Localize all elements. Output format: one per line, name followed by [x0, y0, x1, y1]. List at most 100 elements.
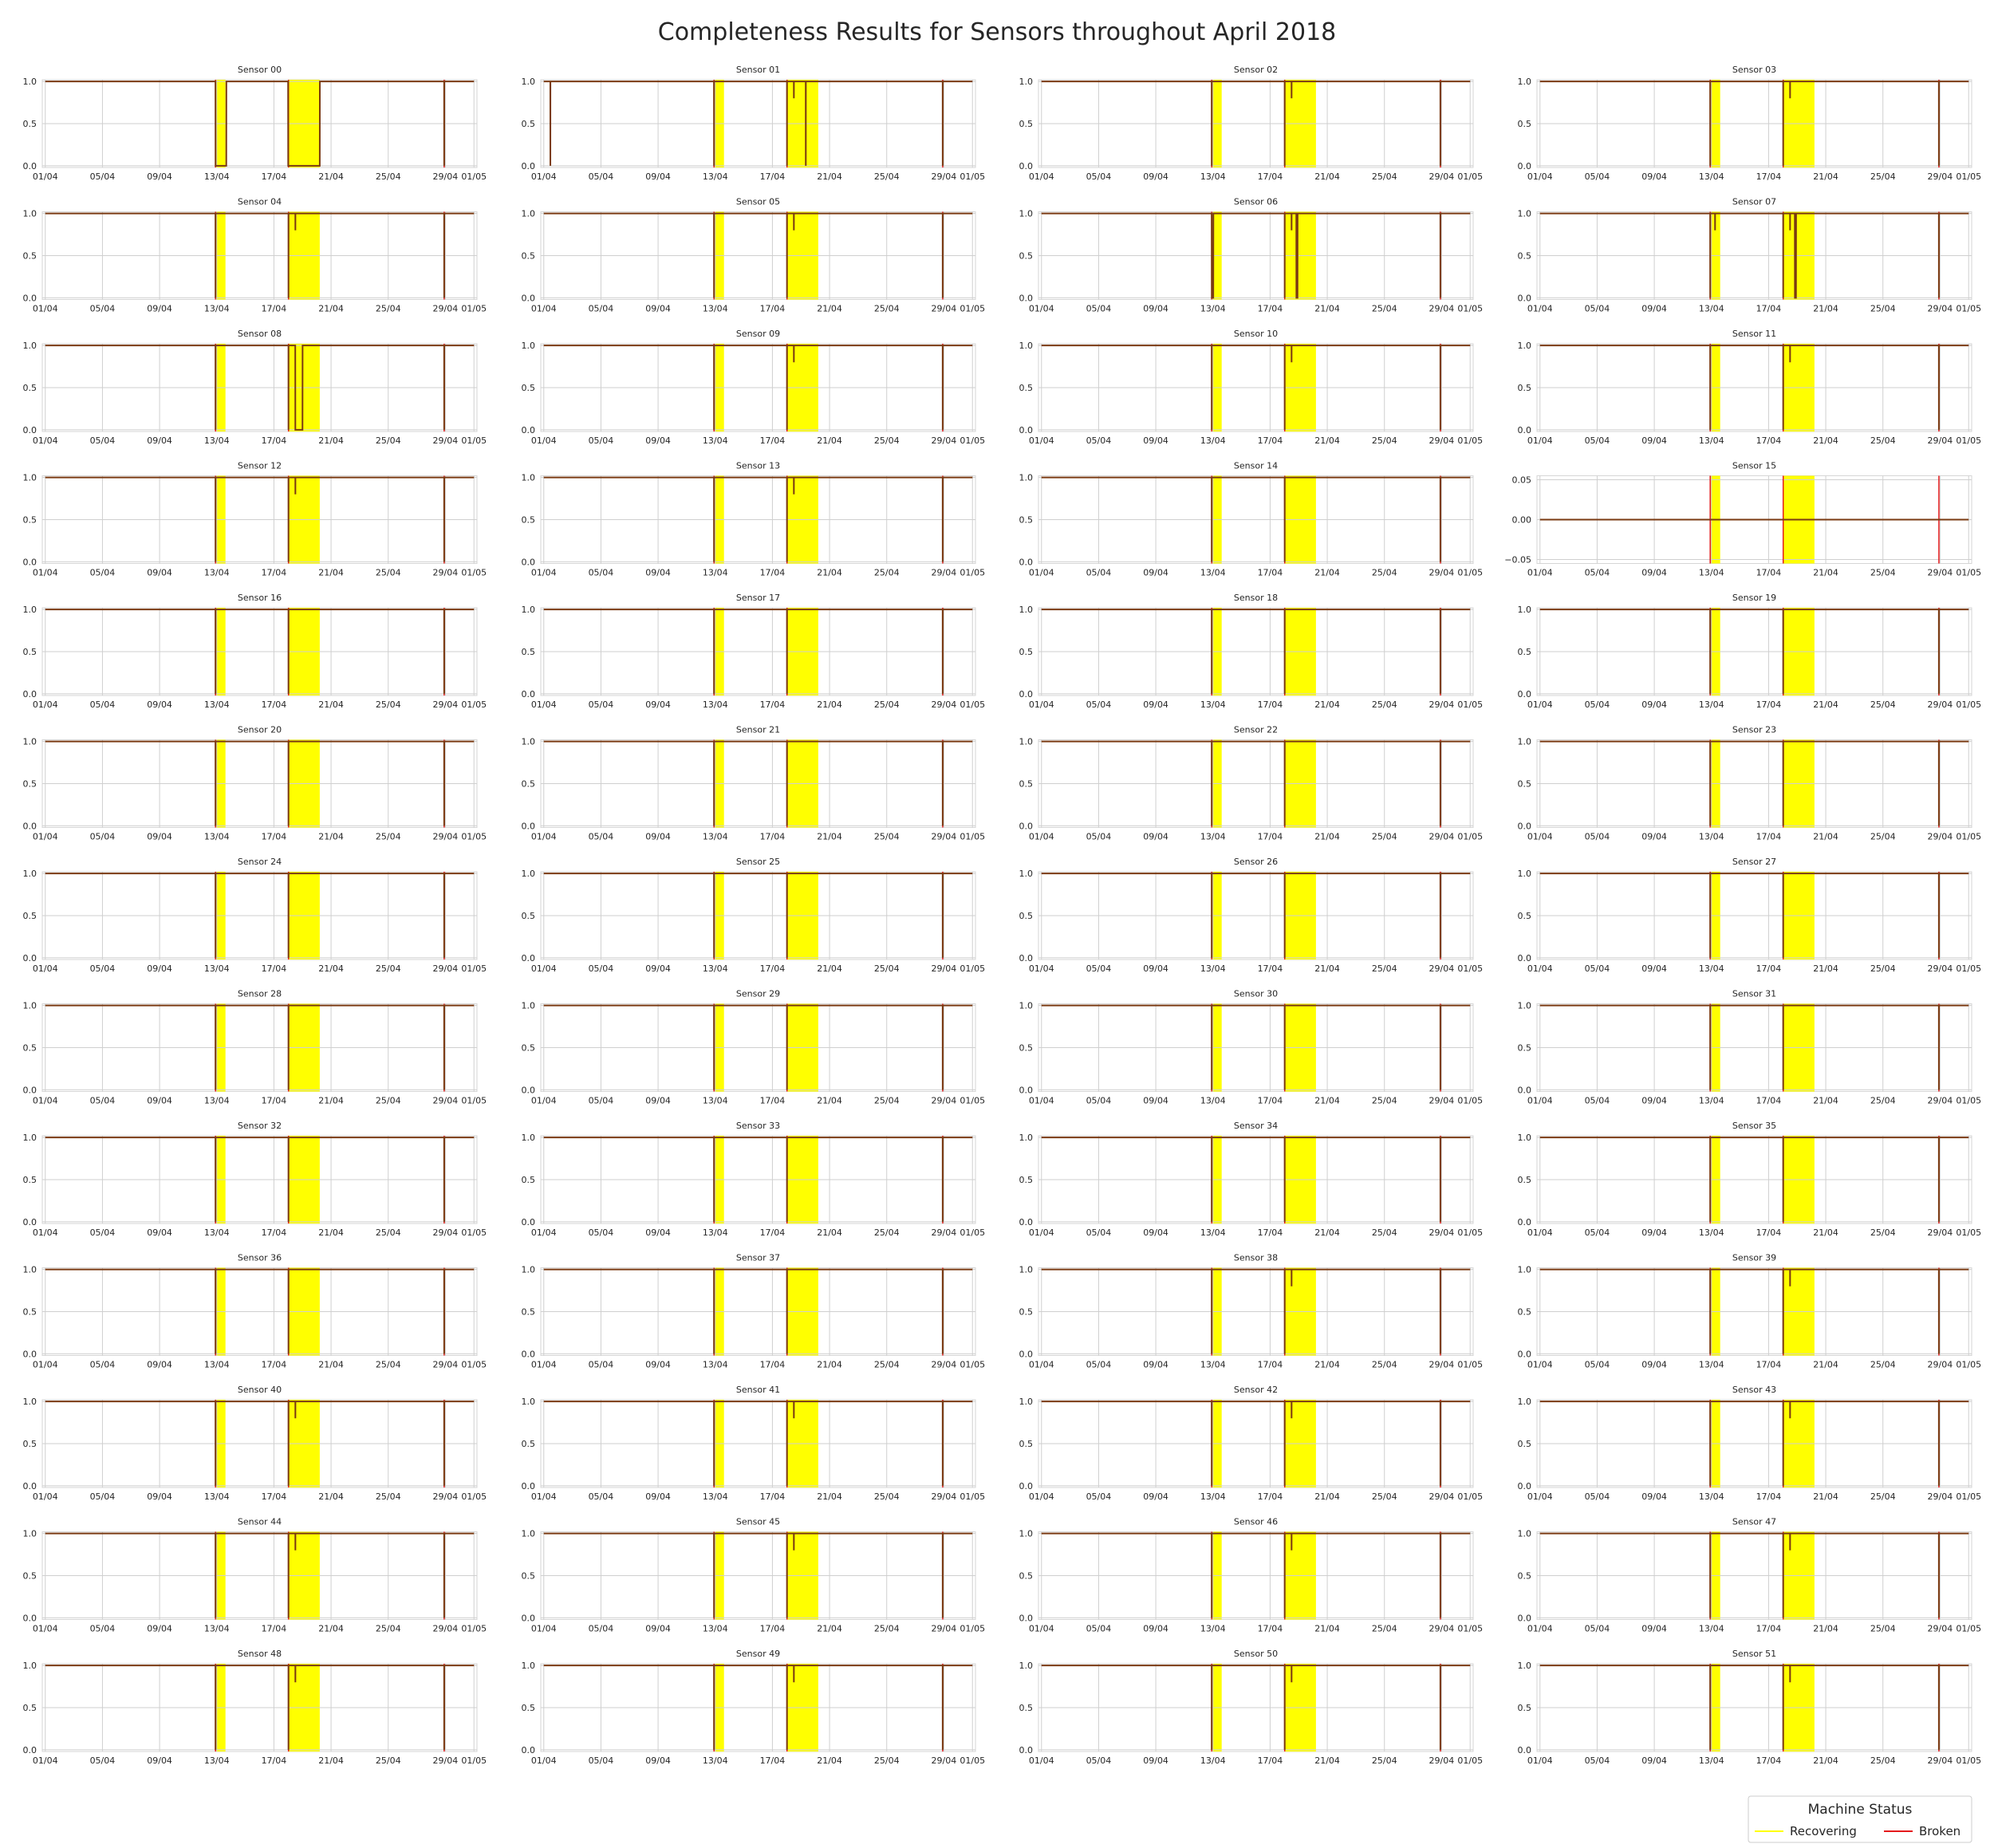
y-tick-label: 0.0 — [1518, 1745, 1532, 1755]
y-tick-label: 0.5 — [23, 1571, 37, 1582]
y-tick-label: 0.0 — [1518, 293, 1532, 303]
x-tick-label: 09/04 — [147, 699, 172, 710]
x-tick-label: 01/04 — [1029, 1227, 1054, 1238]
x-tick-label: 25/04 — [874, 1624, 900, 1634]
panel-title: Sensor 22 — [1234, 725, 1278, 735]
y-tick-label: 0.0 — [522, 953, 536, 963]
x-tick-label: 25/04 — [874, 171, 900, 182]
x-tick-label: 01/04 — [1029, 1360, 1054, 1370]
x-tick-label: 09/04 — [147, 171, 172, 182]
panel-title: Sensor 51 — [1732, 1649, 1776, 1659]
x-tick-label: 21/04 — [1813, 171, 1838, 182]
x-tick-label: 29/04 — [932, 1360, 957, 1370]
x-tick-label: 17/04 — [262, 304, 287, 314]
x-tick-label: 13/04 — [1200, 1227, 1226, 1238]
completeness-line — [543, 476, 973, 562]
x-tick-label: 29/04 — [1429, 1755, 1455, 1766]
x-tick-label: 01/05 — [1457, 832, 1483, 842]
x-tick-label: 17/04 — [1756, 1491, 1782, 1502]
y-tick-label: 0.5 — [23, 1307, 37, 1318]
y-tick-label: 1.0 — [522, 1397, 536, 1407]
y-tick-label: 0.0 — [1019, 953, 1034, 963]
x-tick-label: 21/04 — [318, 568, 344, 578]
x-tick-label: 21/04 — [1314, 1755, 1340, 1766]
x-tick-label: 01/04 — [1527, 304, 1553, 314]
x-tick-label: 21/04 — [1314, 1624, 1340, 1634]
x-tick-label: 25/04 — [1372, 963, 1397, 974]
completeness-line — [1539, 740, 1969, 826]
y-tick-label: 1.0 — [23, 737, 37, 747]
x-tick-label: 21/04 — [817, 171, 842, 182]
x-tick-label: 01/05 — [1457, 435, 1483, 446]
x-tick-label: 01/04 — [1029, 1491, 1054, 1502]
y-tick-label: 1.0 — [1518, 605, 1532, 615]
x-tick-label: 13/04 — [703, 699, 728, 710]
completeness-line — [543, 81, 973, 166]
x-tick-label: 05/04 — [90, 699, 116, 710]
sensor-panel: Sensor 41 0.0 0.5 1.0 01/04 05/04 09/04 13/04 17… — [522, 1385, 986, 1502]
x-tick-label: 29/04 — [1928, 1624, 1953, 1634]
x-tick-label: 21/04 — [1813, 1360, 1838, 1370]
y-tick-label: 1.0 — [1019, 1397, 1034, 1407]
x-tick-label: 21/04 — [318, 1624, 344, 1634]
panel-title: Sensor 38 — [1234, 1253, 1278, 1263]
x-tick-label: 21/04 — [1813, 832, 1838, 842]
x-tick-label: 21/04 — [318, 1227, 344, 1238]
x-tick-label: 13/04 — [204, 304, 230, 314]
x-tick-label: 09/04 — [1641, 1227, 1667, 1238]
y-tick-label: 0.5 — [522, 119, 536, 129]
x-tick-label: 01/05 — [960, 171, 985, 182]
x-tick-label: 17/04 — [760, 1227, 786, 1238]
panel-title: Sensor 37 — [736, 1253, 780, 1263]
x-tick-label: 17/04 — [760, 1096, 786, 1106]
completeness-line — [543, 1665, 973, 1750]
x-tick-label: 17/04 — [1756, 1227, 1782, 1238]
x-tick-label: 17/04 — [760, 832, 786, 842]
x-tick-label: 13/04 — [1699, 963, 1724, 974]
x-tick-label: 01/05 — [461, 1096, 487, 1106]
x-tick-label: 01/04 — [1527, 1227, 1553, 1238]
y-tick-label: 0.5 — [522, 515, 536, 526]
y-tick-label: 1.0 — [23, 1001, 37, 1011]
x-tick-label: 01/04 — [1029, 832, 1054, 842]
y-tick-label: 0.5 — [23, 779, 37, 790]
x-tick-label: 13/04 — [1699, 1227, 1724, 1238]
x-tick-label: 29/04 — [1429, 568, 1455, 578]
x-tick-label: 01/05 — [1457, 1755, 1483, 1766]
completeness-line — [45, 740, 475, 826]
x-tick-label: 21/04 — [1314, 304, 1340, 314]
x-tick-label: 17/04 — [1258, 171, 1283, 182]
legend-frame — [1748, 1795, 1972, 1843]
panel-title: Sensor 33 — [736, 1121, 780, 1131]
x-tick-label: 01/04 — [531, 435, 557, 446]
completeness-line — [45, 345, 475, 431]
panel-title: Sensor 08 — [238, 329, 282, 339]
completeness-line — [1041, 1532, 1471, 1618]
x-tick-label: 29/04 — [932, 1227, 957, 1238]
x-tick-label: 17/04 — [262, 1227, 287, 1238]
x-tick-label: 01/05 — [461, 435, 487, 446]
x-tick-label: 29/04 — [932, 832, 957, 842]
y-tick-label: 0.5 — [1019, 911, 1034, 921]
x-tick-label: 09/04 — [147, 1624, 172, 1634]
y-tick-label: 0.0 — [1518, 1613, 1532, 1623]
y-tick-label: 1.0 — [1518, 1529, 1532, 1539]
y-tick-label: 0.0 — [23, 557, 37, 567]
panel-title: Sensor 43 — [1732, 1385, 1776, 1395]
panel-title: Sensor 26 — [1234, 857, 1278, 867]
completeness-line — [1539, 1532, 1969, 1618]
completeness-line — [1041, 1665, 1471, 1750]
x-tick-label: 17/04 — [1258, 304, 1283, 314]
x-tick-label: 13/04 — [703, 832, 728, 842]
x-tick-label: 01/04 — [1527, 435, 1553, 446]
y-tick-label: 1.0 — [23, 209, 37, 219]
sensor-panel: Sensor 47 0.0 0.5 1.0 01/04 05/04 09/04 13/04 17… — [1518, 1517, 1982, 1634]
panel-title: Sensor 02 — [1234, 65, 1278, 75]
sensor-panel: Sensor 05 0.0 0.5 1.0 01/04 05/04 09/04 13/04 17… — [522, 197, 986, 314]
x-tick-label: 29/04 — [433, 1360, 459, 1370]
y-tick-label: 0.5 — [23, 1175, 37, 1185]
x-tick-label: 17/04 — [1756, 304, 1782, 314]
x-tick-label: 05/04 — [1086, 1360, 1112, 1370]
x-tick-label: 09/04 — [645, 1491, 671, 1502]
x-tick-label: 09/04 — [645, 1360, 671, 1370]
